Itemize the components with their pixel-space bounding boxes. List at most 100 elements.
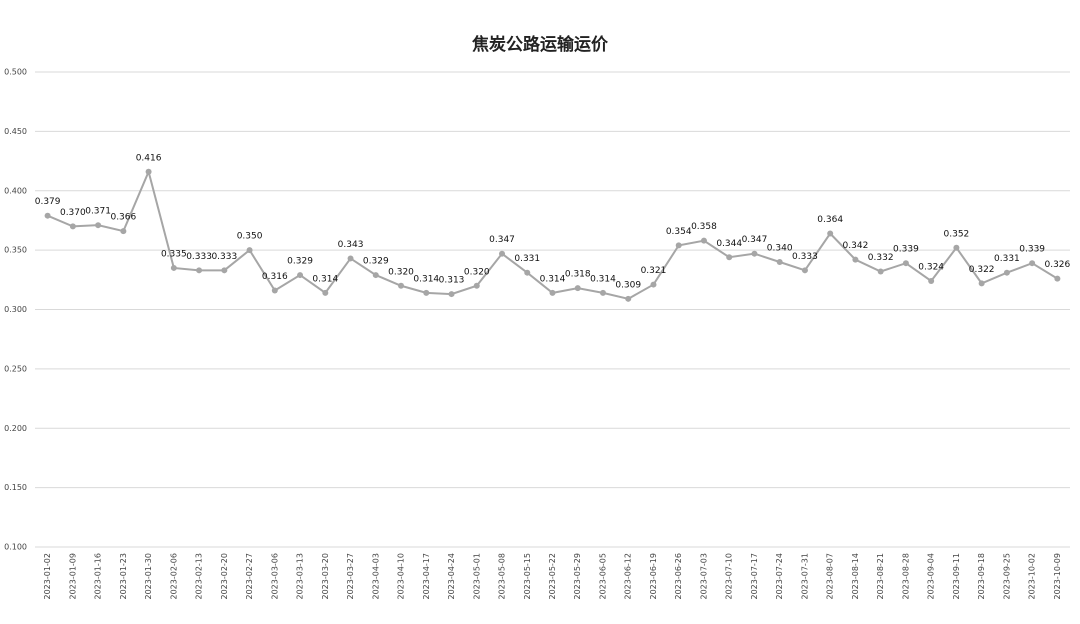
chart-title: 焦炭公路运输运价	[471, 34, 609, 55]
data-label: 0.416	[136, 153, 162, 163]
x-tick-label: 2023-09-18	[977, 553, 986, 600]
data-label: 0.339	[1019, 245, 1045, 255]
point	[675, 242, 682, 249]
x-tick-label: 2023-06-19	[649, 553, 658, 600]
point	[1003, 269, 1010, 276]
data-label: 0.333	[211, 252, 237, 262]
point	[499, 250, 506, 257]
x-tick-label: 2023-02-20	[220, 553, 229, 600]
point	[44, 212, 51, 219]
x-tick-label: 2023-05-01	[472, 553, 481, 600]
data-label: 0.371	[85, 207, 111, 217]
data-label: 0.321	[641, 266, 667, 276]
x-tick-label: 2023-05-08	[498, 553, 507, 600]
point	[271, 287, 278, 294]
point	[574, 285, 581, 292]
y-tick-label: 0.500	[4, 68, 27, 77]
x-tick-label: 2023-09-04	[927, 553, 936, 600]
point	[726, 254, 733, 261]
x-tick-label: 2023-06-26	[674, 553, 683, 600]
point	[1029, 260, 1036, 267]
data-label: 0.340	[767, 244, 793, 254]
point	[953, 244, 960, 251]
point	[599, 289, 606, 296]
x-tick-label: 2023-10-02	[1028, 553, 1037, 600]
x-tick-label: 2023-07-03	[699, 553, 708, 600]
data-label: 0.314	[590, 274, 616, 284]
data-label: 0.316	[262, 272, 288, 282]
data-label: 0.333	[792, 252, 818, 262]
data-label: 0.318	[565, 270, 591, 280]
point	[877, 268, 884, 275]
x-tick-label: 2023-04-24	[447, 553, 456, 600]
point	[347, 255, 354, 262]
x-tick-label: 2023-04-10	[397, 553, 406, 600]
data-label: 0.331	[514, 254, 540, 264]
x-tick-label: 2023-04-03	[371, 553, 380, 600]
point	[801, 267, 808, 274]
data-label: 0.333	[186, 252, 212, 262]
point	[145, 168, 152, 175]
data-label: 0.324	[918, 263, 944, 273]
point	[170, 264, 177, 271]
point	[120, 228, 127, 235]
point	[902, 260, 909, 267]
x-tick-label: 2023-04-17	[422, 553, 431, 600]
data-label: 0.314	[540, 274, 566, 284]
point	[246, 247, 253, 254]
data-label: 0.314	[413, 274, 439, 284]
data-label: 0.339	[893, 245, 919, 255]
y-tick-label: 0.450	[4, 127, 27, 136]
y-tick-label: 0.400	[4, 186, 27, 195]
y-tick-label: 0.250	[4, 364, 27, 373]
data-label: 0.342	[843, 241, 869, 251]
data-label: 0.313	[439, 276, 465, 286]
x-tick-label: 2023-10-09	[1053, 553, 1062, 600]
x-tick-label: 2023-02-13	[195, 553, 204, 600]
x-tick-label: 2023-01-23	[119, 553, 128, 600]
x-tick-label: 2023-02-27	[245, 553, 254, 600]
point	[423, 289, 430, 296]
point	[221, 267, 228, 274]
x-tick-label: 2023-08-28	[901, 553, 910, 600]
x-tick-label: 2023-07-10	[725, 553, 734, 600]
data-label: 0.322	[969, 265, 995, 275]
data-label: 0.366	[110, 213, 136, 223]
point	[827, 230, 834, 237]
data-label: 0.370	[60, 208, 86, 218]
point	[700, 237, 707, 244]
x-tick-label: 2023-01-30	[144, 553, 153, 600]
data-label: 0.309	[615, 280, 641, 290]
x-tick-label: 2023-02-06	[169, 553, 178, 600]
y-tick-label: 0.200	[4, 424, 27, 433]
x-tick-label: 2023-03-20	[321, 553, 330, 600]
y-tick-label: 0.300	[4, 305, 27, 314]
point	[398, 282, 405, 289]
x-tick-label: 2023-03-27	[346, 553, 355, 600]
data-label: 0.332	[868, 253, 894, 263]
data-label: 0.320	[388, 267, 414, 277]
x-tick-label: 2023-06-05	[598, 553, 607, 600]
point	[69, 223, 76, 230]
point	[625, 295, 632, 302]
point	[322, 289, 329, 296]
x-tick-label: 2023-08-21	[876, 553, 885, 600]
x-tick-label: 2023-08-14	[851, 553, 860, 600]
x-tick-label: 2023-01-09	[68, 553, 77, 600]
point	[1054, 275, 1061, 282]
data-label: 0.354	[666, 227, 692, 237]
point	[297, 272, 304, 279]
data-label: 0.347	[742, 235, 768, 245]
data-label: 0.326	[1044, 260, 1070, 270]
x-tick-label: 2023-09-11	[952, 553, 961, 600]
data-label: 0.364	[817, 215, 843, 225]
x-tick-label: 2023-07-31	[800, 553, 809, 600]
x-tick-label: 2023-07-17	[750, 553, 759, 600]
y-tick-label: 0.350	[4, 246, 27, 255]
point	[978, 280, 985, 287]
x-tick-label: 2023-07-24	[775, 553, 784, 600]
point	[95, 222, 102, 229]
point	[448, 291, 455, 298]
x-tick-label: 2023-05-29	[573, 553, 582, 600]
x-tick-label: 2023-09-25	[1002, 553, 1011, 600]
